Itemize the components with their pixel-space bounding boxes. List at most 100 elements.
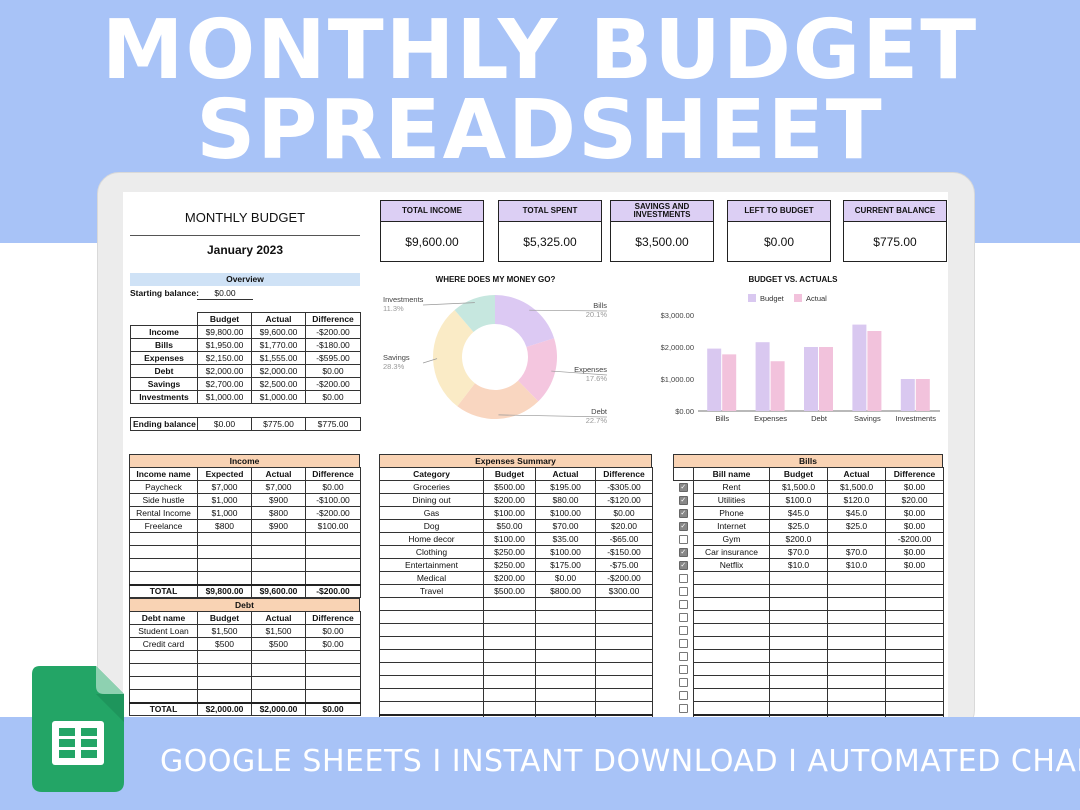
unchecked-checkbox[interactable] [678, 600, 688, 610]
table-cell[interactable]: $100.00 [305, 519, 361, 533]
table-cell[interactable]: $0.00 [305, 364, 361, 378]
table-cell[interactable]: Rental Income [129, 506, 198, 520]
table-cell[interactable]: $1,500.0 [769, 480, 828, 494]
table-cell[interactable]: $7,000 [197, 480, 252, 494]
table-cell[interactable]: Income [130, 325, 198, 339]
table-cell[interactable] [251, 558, 306, 572]
unchecked-checkbox[interactable] [678, 691, 688, 701]
unchecked-checkbox[interactable] [678, 574, 688, 584]
table-cell[interactable]: $0.00 [305, 624, 361, 638]
table-cell[interactable] [769, 649, 828, 663]
table-cell[interactable]: Student Loan [129, 624, 198, 638]
table-cell[interactable]: Bills [130, 338, 198, 352]
table-cell[interactable] [379, 688, 484, 702]
table-cell[interactable]: Home decor [379, 532, 484, 546]
table-cell[interactable] [251, 663, 306, 677]
table-cell[interactable] [535, 675, 596, 689]
table-cell[interactable]: $775.00 [251, 417, 306, 431]
table-cell[interactable] [673, 571, 694, 585]
table-cell[interactable]: $500 [251, 637, 306, 651]
table-cell[interactable]: ✓ [673, 480, 694, 494]
table-cell[interactable]: $0.00 [885, 558, 944, 572]
table-cell[interactable] [693, 688, 770, 702]
table-cell[interactable]: $45.0 [769, 506, 828, 520]
table-cell[interactable]: $200.0 [769, 532, 828, 546]
table-cell[interactable] [535, 636, 596, 650]
table-cell[interactable]: $300.00 [595, 584, 653, 598]
table-cell[interactable] [673, 636, 694, 650]
table-cell[interactable] [885, 688, 944, 702]
table-cell[interactable]: $0.00 [885, 519, 944, 533]
table-cell[interactable] [827, 636, 886, 650]
table-cell[interactable] [197, 650, 252, 664]
table-cell[interactable] [305, 650, 361, 664]
table-cell[interactable]: $1,000 [197, 506, 252, 520]
table-cell[interactable]: -$305.00 [595, 480, 653, 494]
table-cell[interactable]: ✓ [673, 493, 694, 507]
unchecked-checkbox[interactable] [678, 587, 688, 597]
table-cell[interactable]: Netflix [693, 558, 770, 572]
table-cell[interactable]: $0.00 [595, 506, 653, 520]
table-cell[interactable] [535, 662, 596, 676]
table-cell[interactable] [379, 597, 484, 611]
table-cell[interactable]: Paycheck [129, 480, 198, 494]
table-cell[interactable] [535, 701, 596, 715]
bar-budget-debt[interactable] [804, 347, 818, 411]
table-cell[interactable] [483, 701, 536, 715]
table-cell[interactable] [769, 610, 828, 624]
table-cell[interactable] [595, 688, 653, 702]
table-cell[interactable]: $20.00 [885, 493, 944, 507]
bar-actual-investments[interactable] [915, 379, 930, 411]
table-cell[interactable] [535, 649, 596, 663]
table-cell[interactable] [535, 623, 596, 637]
table-cell[interactable] [827, 532, 886, 546]
table-cell[interactable]: $250.00 [483, 545, 536, 559]
table-cell[interactable]: $0.00 [305, 637, 361, 651]
unchecked-checkbox[interactable] [678, 678, 688, 688]
table-cell[interactable]: $7,000 [251, 480, 306, 494]
table-cell[interactable] [827, 688, 886, 702]
table-cell[interactable] [769, 636, 828, 650]
table-cell[interactable]: $0.00 [885, 545, 944, 559]
table-cell[interactable] [251, 676, 306, 690]
unchecked-checkbox[interactable] [678, 626, 688, 636]
table-cell[interactable] [885, 701, 944, 715]
table-cell[interactable] [885, 675, 944, 689]
table-cell[interactable] [693, 662, 770, 676]
table-cell[interactable]: $175.00 [535, 558, 596, 572]
table-cell[interactable] [535, 610, 596, 624]
table-cell[interactable]: Gas [379, 506, 484, 520]
table-cell[interactable]: Utilities [693, 493, 770, 507]
bar-budget-savings[interactable] [852, 324, 867, 411]
table-cell[interactable] [885, 597, 944, 611]
table-cell[interactable]: $45.0 [827, 506, 886, 520]
table-cell[interactable] [251, 532, 306, 546]
table-cell[interactable]: $120.0 [827, 493, 886, 507]
table-cell[interactable]: Side hustle [129, 493, 198, 507]
table-cell[interactable] [483, 675, 536, 689]
table-cell[interactable]: $0.00 [885, 480, 944, 494]
table-cell[interactable] [885, 649, 944, 663]
table-cell[interactable]: $1,500.0 [827, 480, 886, 494]
bar-budget-expenses[interactable] [755, 342, 770, 411]
table-cell[interactable] [827, 675, 886, 689]
table-cell[interactable]: ✓ [673, 506, 694, 520]
table-cell[interactable]: Entertainment [379, 558, 484, 572]
table-cell[interactable] [379, 636, 484, 650]
table-cell[interactable] [769, 675, 828, 689]
table-cell[interactable]: $35.00 [535, 532, 596, 546]
table-cell[interactable] [129, 650, 198, 664]
table-cell[interactable]: Internet [693, 519, 770, 533]
table-cell[interactable] [379, 701, 484, 715]
table-cell[interactable] [673, 662, 694, 676]
table-cell[interactable]: ✓ [673, 519, 694, 533]
table-cell[interactable] [305, 571, 361, 585]
table-cell[interactable] [483, 610, 536, 624]
table-cell[interactable]: $0.00 [885, 506, 944, 520]
table-cell[interactable] [693, 636, 770, 650]
table-cell[interactable] [197, 676, 252, 690]
table-cell[interactable]: $195.00 [535, 480, 596, 494]
checked-checkbox[interactable]: ✓ [678, 483, 688, 493]
table-cell[interactable]: $1,770.00 [251, 338, 306, 352]
unchecked-checkbox[interactable] [678, 652, 688, 662]
